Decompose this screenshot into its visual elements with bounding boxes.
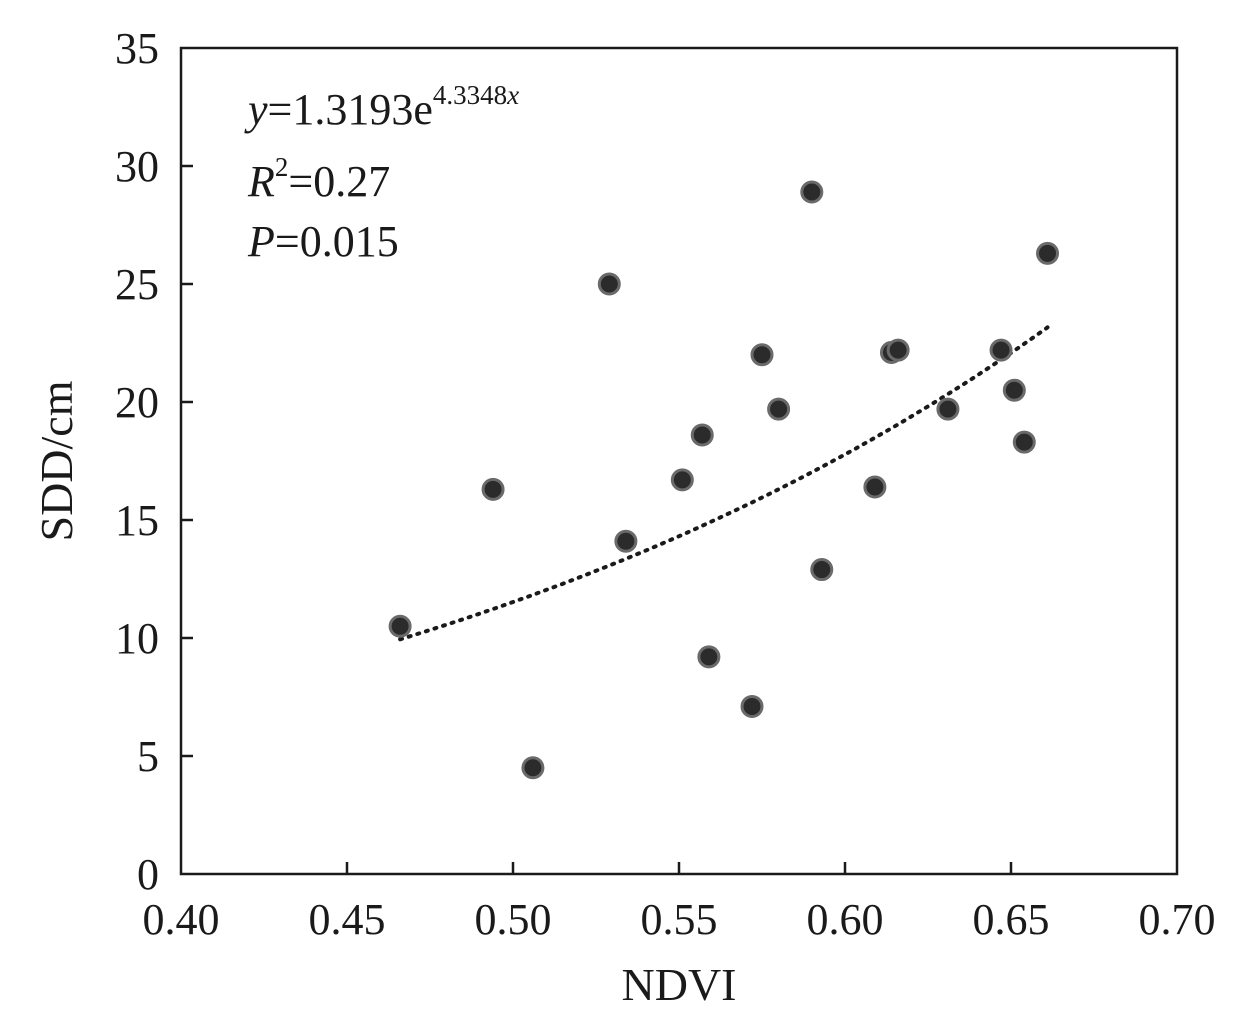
y-tick-label: 30	[115, 142, 159, 191]
data-points	[388, 180, 1060, 780]
data-point	[989, 338, 1013, 362]
x-tick-label: 0.45	[309, 895, 386, 944]
x-tick-label: 0.50	[475, 895, 552, 944]
x-tick-labels: 0.40 0.45 0.50 0.55 0.60 0.65 0.70	[143, 895, 1216, 944]
x-tick-label: 0.70	[1139, 895, 1216, 944]
x-tick-label: 0.55	[641, 895, 718, 944]
exponential-trendline	[398, 325, 1050, 642]
y-axis-title: SDD/cm	[31, 380, 82, 541]
data-point	[1012, 430, 1036, 454]
x-tick-label: 0.60	[807, 895, 884, 944]
data-point	[767, 397, 791, 421]
y-tick-labels: 0 5 10 15 20 25 30 35	[115, 24, 159, 899]
y-tick-label: 15	[115, 496, 159, 545]
data-point	[388, 614, 412, 638]
data-point	[670, 468, 694, 492]
data-point	[614, 529, 638, 553]
data-point	[810, 558, 834, 582]
data-point	[521, 756, 545, 780]
data-point	[697, 645, 721, 669]
y-tick-label: 25	[115, 260, 159, 309]
data-point	[1002, 378, 1026, 402]
data-point	[481, 477, 505, 501]
r-squared-label: R2=0.27	[247, 152, 390, 206]
regression-equation: y=1.3193e4.3348x	[244, 80, 519, 134]
data-point	[1036, 241, 1060, 265]
x-tick-label: 0.65	[973, 895, 1050, 944]
y-tick-label: 0	[137, 850, 159, 899]
data-point	[936, 397, 960, 421]
x-axis-title: NDVI	[622, 959, 737, 1010]
plot-frame	[179, 46, 1179, 876]
data-point	[740, 694, 764, 718]
data-point	[597, 272, 621, 296]
data-point	[800, 180, 824, 204]
y-tick-label: 20	[115, 378, 159, 427]
y-tick-label: 5	[137, 732, 159, 781]
axis-ticks	[181, 164, 1013, 874]
data-point	[886, 338, 910, 362]
data-point	[750, 343, 774, 367]
data-point	[690, 423, 714, 447]
data-point	[863, 475, 887, 499]
y-tick-label: 35	[115, 24, 159, 73]
x-tick-label: 0.40	[143, 895, 220, 944]
y-tick-label: 10	[115, 614, 159, 663]
p-value-label: P=0.015	[247, 217, 399, 266]
